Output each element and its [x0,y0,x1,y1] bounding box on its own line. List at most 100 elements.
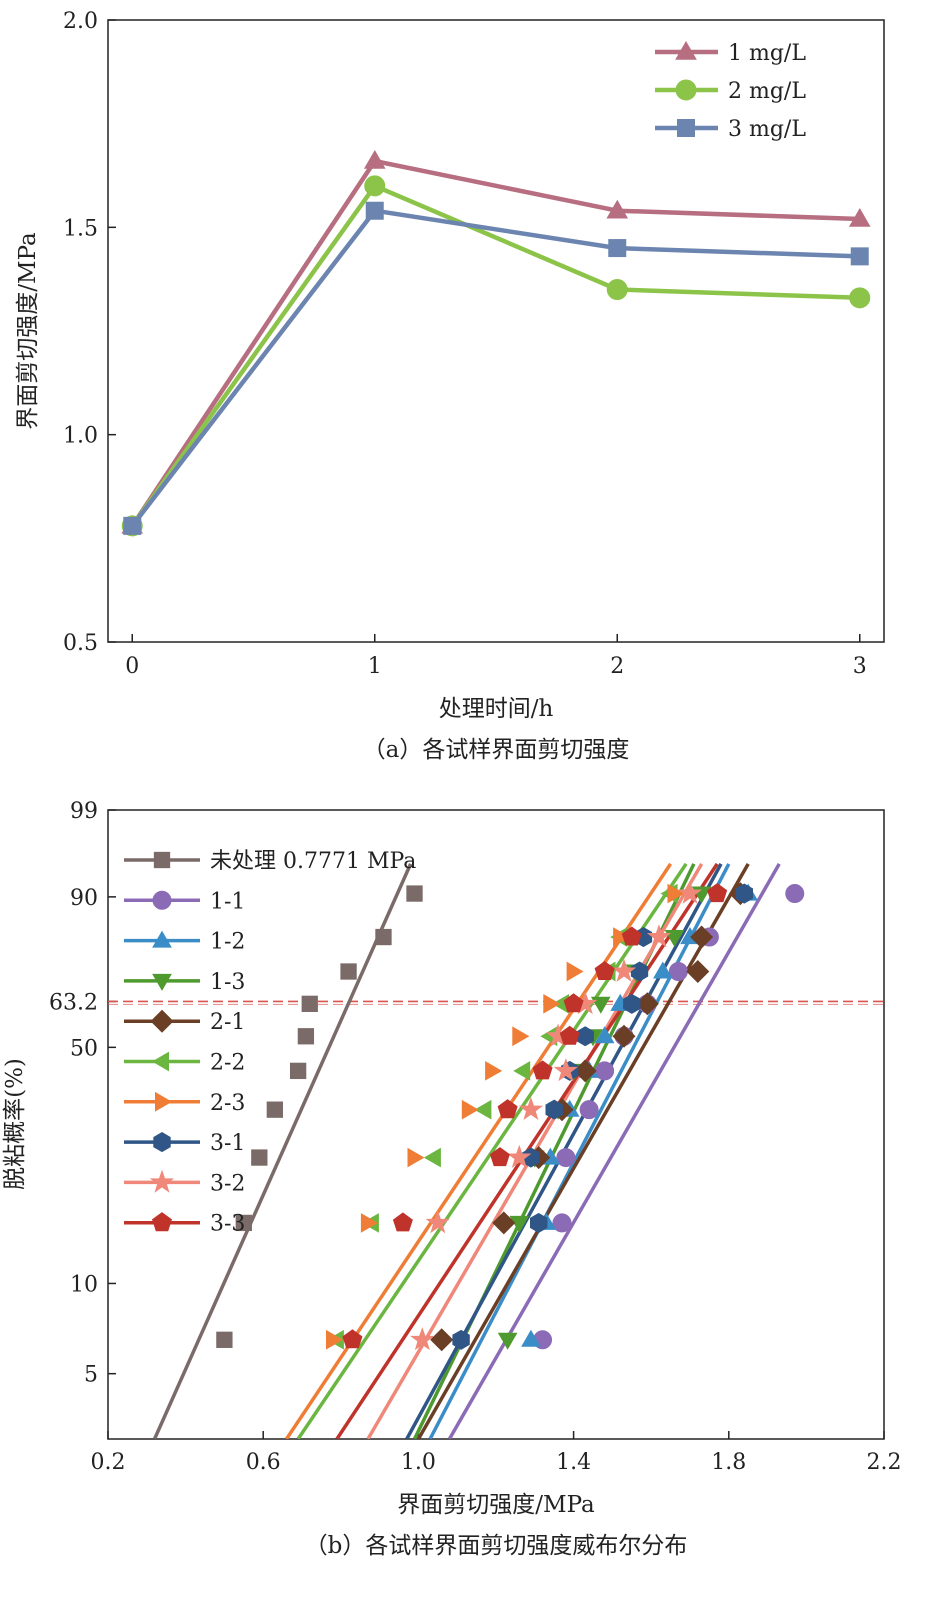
legend-label: 2-3 [210,1091,245,1116]
chart-a-ylabel: 界面剪切强度/MPa [15,232,41,430]
data-point [509,1215,530,1233]
legend-label: 1 mg/L [728,41,806,66]
x-tick-label: 0.6 [246,1450,281,1475]
chart-b-ticks: 0.2 0.6 1.0 1.4 1.8 2.2 5 10 50 63.2 90 99 [49,799,901,1475]
chart-a-legend: 1 mg/L 2 mg/L 3 mg/L [655,41,806,142]
x-tick-label: 1.8 [711,1450,746,1475]
legend-marker [149,1169,175,1193]
data-point [235,1214,252,1232]
data-point [297,1028,315,1045]
fit-line [152,863,413,1439]
x-tick-label: 0.2 [91,1450,126,1475]
data-point [266,1101,283,1118]
legend-label: 1-2 [210,930,245,955]
data-point [621,926,642,946]
data-point [522,1147,540,1168]
data-point [848,207,871,227]
legend-marker [153,851,171,869]
data-point [563,993,584,1013]
legend-label: 3 mg/L [728,117,806,142]
data-point [216,1331,233,1348]
data-point [611,958,637,982]
data-point [566,961,584,982]
data-point [485,1061,503,1081]
legend-label: 3-1 [210,1131,245,1156]
chart-b-frame [107,809,885,1440]
legend-label: 3-3 [210,1212,245,1237]
data-point [492,1211,516,1235]
data-point [608,239,627,258]
chart-a-caption: （a）各试样界面剪切强度 [363,737,630,763]
data-point [423,1147,441,1168]
data-point [301,995,318,1012]
data-point [452,1329,470,1350]
data-point [532,1060,553,1080]
data-point [849,287,871,309]
legend-label: 2-2 [210,1051,245,1076]
data-point [785,884,805,904]
data-point [513,1061,531,1081]
data-point [667,883,685,904]
chart-b-series [152,862,805,1439]
chart-a: 0 1 2 3 0.5 1.0 1.5 2.0 1 mg/L 2 mg/L 3 mg/L 处理时间… [15,9,885,763]
data-point [646,924,672,948]
data-point [375,928,392,946]
y-tick-label: 90 [70,886,98,911]
legend-marker [155,1091,172,1112]
x-tick-label: 3 [853,654,867,679]
data-point [543,994,561,1014]
legend-marker [677,119,695,137]
chart-a-series [121,150,871,537]
legend-marker [150,1009,174,1033]
y-tick-label: 2.0 [63,9,98,34]
data-point [606,279,628,301]
data-point [677,880,703,904]
data-point [489,1147,510,1167]
legend-label: 1-1 [210,889,245,914]
chart-b-xlabel: 界面剪切强度/MPa [397,1492,595,1518]
data-point [664,930,685,947]
x-tick-label: 1.0 [401,1450,436,1475]
series-line [130,183,860,528]
data-point [690,925,714,949]
series-line [130,158,860,528]
data-point [365,201,384,220]
data-point [606,199,629,219]
data-point [474,1099,492,1120]
data-point [556,1148,576,1168]
data-point [512,1026,530,1047]
legend-label: 2-1 [210,1010,245,1035]
y-tick-label: 5 [84,1363,98,1388]
data-point [552,1213,572,1233]
y-tick-label: 1.5 [63,216,98,241]
chart-b: 0.2 0.6 1.0 1.4 1.8 2.2 5 10 50 63.2 90 99 未处理 0.77… [2,799,902,1559]
chart-a-xlabel: 处理时间/h [439,696,554,722]
x-tick-label: 1 [368,654,382,679]
data-point [363,150,386,169]
legend-label: 1-3 [210,970,245,995]
y-tick-label: 99 [70,799,98,824]
series-line [130,208,860,528]
data-point [630,961,649,982]
data-point [123,516,142,535]
legend-marker [675,41,697,60]
data-point [410,1327,435,1351]
legend-marker [152,930,172,948]
data-point [407,1147,425,1168]
data-point [406,885,423,902]
legend-label: 2 mg/L [728,79,806,104]
data-point [497,1332,518,1350]
y-tick-label: 63.2 [49,990,98,1015]
chart-b-reference-line [108,1000,884,1006]
data-point [579,1100,599,1120]
y-tick-label: 0.5 [63,631,98,656]
chart-b-ylabel: 脱粘概率(%) [2,1058,28,1190]
data-point [613,927,631,947]
data-point [518,1096,544,1121]
chart-a-ticks: 0 1 2 3 0.5 1.0 1.5 2.0 [63,9,867,679]
data-point [576,1026,594,1047]
legend-marker [152,1212,172,1232]
data-point [686,959,710,984]
data-point [590,996,611,1014]
data-point [360,1213,379,1233]
